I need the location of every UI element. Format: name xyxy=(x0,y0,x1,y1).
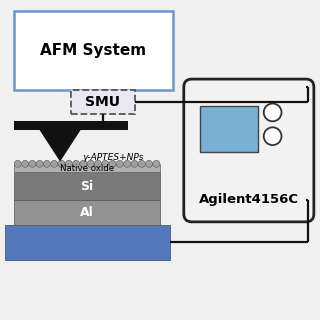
Circle shape xyxy=(124,160,131,167)
Circle shape xyxy=(80,160,87,167)
Circle shape xyxy=(264,127,282,145)
Circle shape xyxy=(109,160,116,167)
Text: AFM System: AFM System xyxy=(40,43,147,58)
Circle shape xyxy=(29,160,36,167)
Circle shape xyxy=(94,160,101,167)
Bar xyxy=(14,121,128,130)
Circle shape xyxy=(131,160,138,167)
Circle shape xyxy=(73,160,80,167)
Bar xyxy=(71,90,135,114)
Circle shape xyxy=(264,104,282,121)
Text: Agilent4156C: Agilent4156C xyxy=(199,193,299,206)
Bar xyxy=(200,106,258,152)
Circle shape xyxy=(65,160,72,167)
Bar xyxy=(4,225,170,260)
Circle shape xyxy=(87,160,94,167)
Circle shape xyxy=(153,160,160,167)
Circle shape xyxy=(21,160,28,167)
Polygon shape xyxy=(39,130,81,162)
Text: SMU: SMU xyxy=(85,95,120,109)
Text: Native oxide: Native oxide xyxy=(60,164,114,173)
Text: γ-APTES+NPs: γ-APTES+NPs xyxy=(82,153,144,162)
Text: Al: Al xyxy=(80,206,94,219)
Bar xyxy=(14,200,160,225)
Circle shape xyxy=(51,160,58,167)
Circle shape xyxy=(138,160,145,167)
Circle shape xyxy=(44,160,50,167)
Bar xyxy=(14,164,160,172)
Circle shape xyxy=(102,160,109,167)
Circle shape xyxy=(36,160,43,167)
Circle shape xyxy=(116,160,124,167)
FancyBboxPatch shape xyxy=(184,79,314,222)
Circle shape xyxy=(58,160,65,167)
Text: Si: Si xyxy=(80,180,94,193)
Bar xyxy=(14,11,173,90)
Circle shape xyxy=(14,160,21,167)
Bar xyxy=(14,172,160,200)
Circle shape xyxy=(146,160,153,167)
